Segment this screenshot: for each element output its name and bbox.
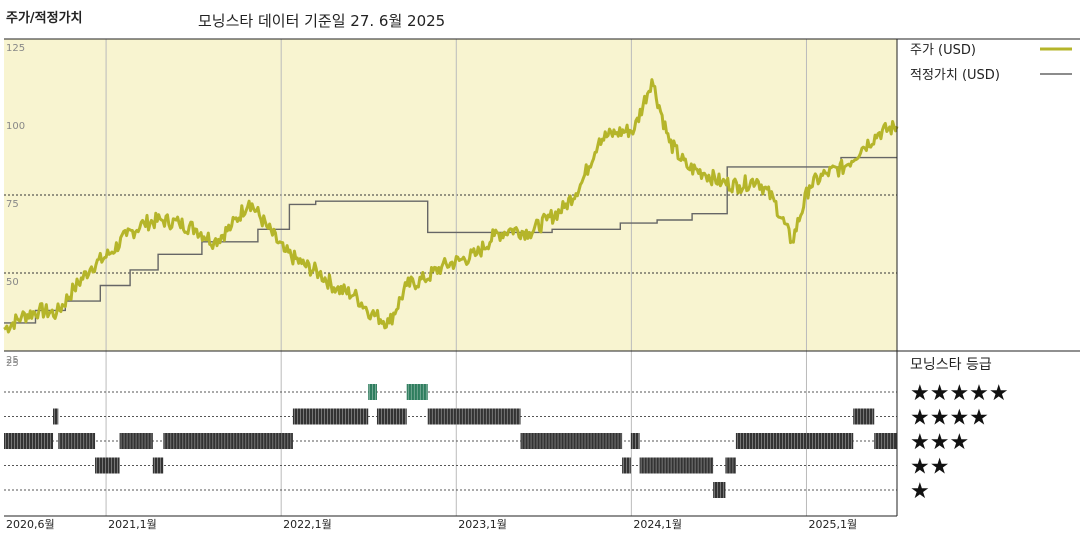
legend-price-label: 주가 (USD): [910, 43, 976, 58]
y-tick-label: 100: [6, 121, 25, 132]
rating-segment-5-star: [368, 384, 377, 400]
y-tick-label: 50: [6, 277, 19, 288]
x-tick-label: 2021,1월: [108, 518, 157, 531]
rating-segment-4-star: [853, 408, 875, 425]
y-axis-labels: 25 50 75 100 125: [6, 43, 25, 366]
y-tick-label: 125: [6, 43, 25, 54]
rating-segment-2-star: [725, 457, 737, 474]
rating-segment-3-star: [58, 433, 96, 449]
rating-segment-4-star: [292, 408, 369, 425]
star-label-1: ★: [910, 479, 930, 504]
x-tick-label: 2020,6월: [6, 518, 55, 531]
x-tick-label: 2024,1월: [633, 518, 682, 531]
rating-bar: [725, 457, 736, 474]
x-tick-label: 2025,1월: [808, 518, 857, 531]
rating-segment-5-star: [406, 384, 428, 400]
price-line: [3, 78, 899, 334]
chart-left-title: 주가/적정가치: [6, 10, 83, 26]
star-label-4: ★★★★: [910, 406, 989, 431]
rating-segment-1-star: [713, 482, 726, 498]
y-tick-label: 25: [6, 355, 19, 366]
star-labels: ★★★★★★★★★★★★★★★: [910, 381, 1009, 504]
rating-segment-3-star: [735, 433, 854, 449]
rating-axis-label: 25: [6, 358, 19, 369]
rating-bar: [874, 433, 897, 449]
legend-fair-value-label: 적정가치 (USD): [910, 68, 1000, 83]
star-label-3: ★★★: [910, 430, 969, 455]
rating-bar: [639, 457, 714, 474]
rating-segment-3-star: [520, 433, 623, 449]
rating-bar: [713, 482, 726, 498]
rating-segment-2-star: [639, 457, 714, 474]
rating-bar: [152, 457, 164, 474]
chart-subtitle: 모닝스타 데이터 기준일 27. 6월 2025: [198, 12, 445, 30]
rating-segment-2-star: [152, 457, 164, 474]
star-label-2: ★★: [910, 455, 949, 480]
rating-segment-3-star: [874, 433, 898, 449]
fair-value-line: [4, 156, 897, 324]
rating-segment-3-star: [119, 433, 153, 449]
rating-segment-3-star: [4, 433, 54, 449]
x-tick-label: 2023,1월: [458, 518, 507, 531]
x-axis-labels: 2020,6월 2021,1월 2022,1월 2023,1월 2024,1월 2025,…: [6, 518, 857, 531]
rating-bar: [95, 457, 120, 474]
star-label-5: ★★★★★: [910, 381, 1009, 406]
rating-segment-4-star: [427, 408, 521, 425]
rating-bar: [520, 433, 623, 449]
rating-segment-3-star: [163, 433, 293, 449]
rating-segment-2-star: [95, 457, 120, 474]
rating-bars: [4, 384, 898, 498]
rating-bar: [4, 433, 54, 449]
rating-segment-3-star: [630, 433, 640, 449]
rating-segment-4-star: [376, 408, 407, 425]
rating-segment-2-star: [622, 457, 631, 474]
rating-bar: [53, 408, 59, 425]
rating-panel-title: 모닝스타 등급: [910, 357, 992, 373]
rating-segment-4-star: [53, 408, 59, 425]
x-tick-label: 2022,1월: [283, 518, 332, 531]
y-tick-label: 75: [6, 199, 19, 210]
rating-bar: [58, 433, 96, 449]
